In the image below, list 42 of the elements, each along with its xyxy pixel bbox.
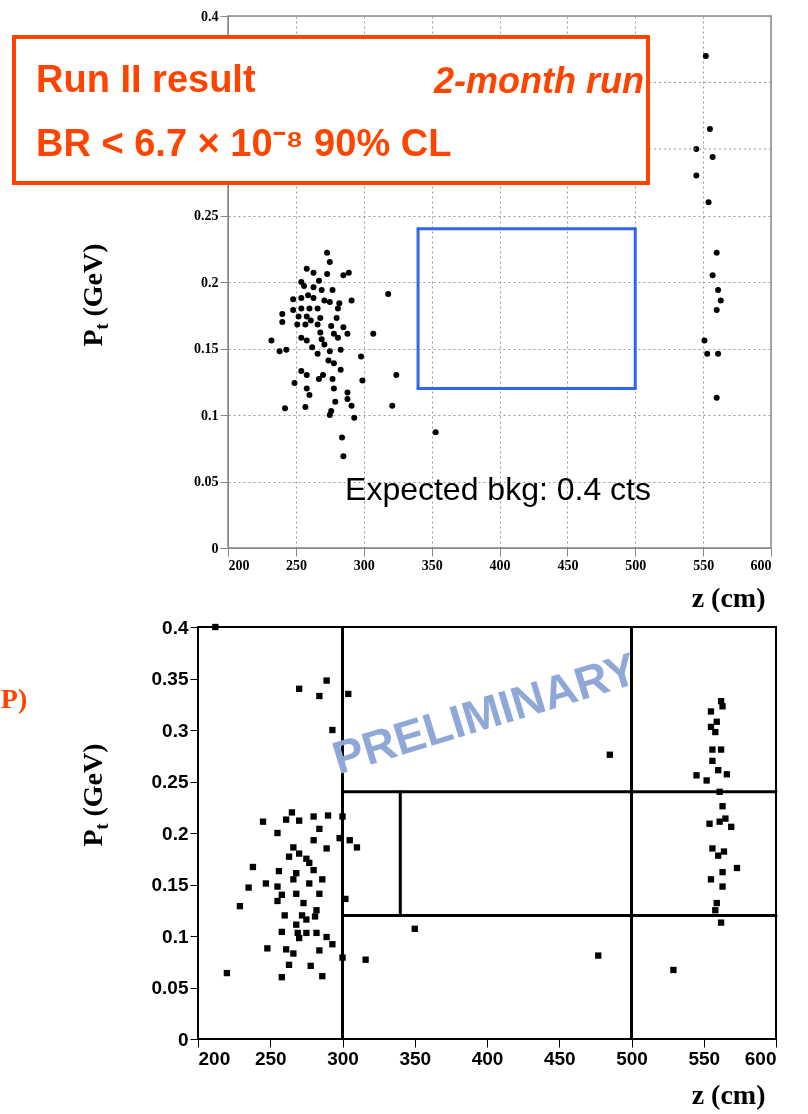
annotation: Run II result xyxy=(36,58,256,101)
y-tick-label: 0.1 xyxy=(201,407,219,423)
x-tick-label: 450 xyxy=(543,1047,576,1069)
y-tick-label: 0 xyxy=(211,540,219,556)
y-tick-label: 0.2 xyxy=(201,274,219,290)
y-tick-label: 0.4 xyxy=(162,616,189,638)
x-tick-label: 250 xyxy=(285,557,307,573)
x-axis-title: z (cm) xyxy=(691,1078,766,1110)
y-tick-label: 0.2 xyxy=(162,822,189,844)
y-tick-label: 0.15 xyxy=(151,874,189,895)
y-tick-label: 0.15 xyxy=(194,341,219,356)
annotation: BR < 6.7 × 10⁻⁸ 90% CL xyxy=(36,122,452,165)
y-tick-label: 0 xyxy=(177,1028,189,1050)
x-tick-label: 500 xyxy=(625,557,647,573)
x-tick-label: 300 xyxy=(353,557,375,573)
y-tick-label: 0.05 xyxy=(151,977,189,998)
y-tick-label: 0.35 xyxy=(151,668,189,689)
x-tick-label: 200 xyxy=(228,557,250,573)
text: P) xyxy=(0,683,28,714)
y-tick-label: 0.25 xyxy=(194,208,219,223)
x-tick-label: 600 xyxy=(744,1047,777,1069)
x-tick-label: 400 xyxy=(471,1047,504,1069)
x-tick-label: 450 xyxy=(557,557,579,573)
x-tick-label: 250 xyxy=(254,1047,287,1069)
x-tick-label: 500 xyxy=(616,1047,648,1069)
y-tick-label: 0.3 xyxy=(162,719,189,741)
x-tick-label: 400 xyxy=(489,557,511,573)
y-tick-label: 0.25 xyxy=(151,771,189,792)
x-axis-title: z (cm) xyxy=(691,581,766,613)
y-tick-label: 0.05 xyxy=(194,474,219,489)
x-tick-label: 550 xyxy=(693,557,715,573)
annotation: 2-month run xyxy=(434,60,644,101)
x-tick-label: 600 xyxy=(750,557,772,573)
y-tick-label: 0.4 xyxy=(201,8,219,24)
callout-box: Run II result 2-month run BR < 6.7 × 10⁻⁸ 90% CL xyxy=(12,35,650,185)
x-tick-label: 300 xyxy=(327,1047,359,1069)
annotation: Expected bkg: 0.4 cts xyxy=(345,471,651,507)
y-tick-label: 0.1 xyxy=(162,925,189,947)
x-tick-label: 350 xyxy=(421,557,443,573)
x-tick-label: 550 xyxy=(688,1047,721,1069)
x-tick-label: 200 xyxy=(198,1047,231,1069)
x-tick-label: 350 xyxy=(399,1047,432,1069)
